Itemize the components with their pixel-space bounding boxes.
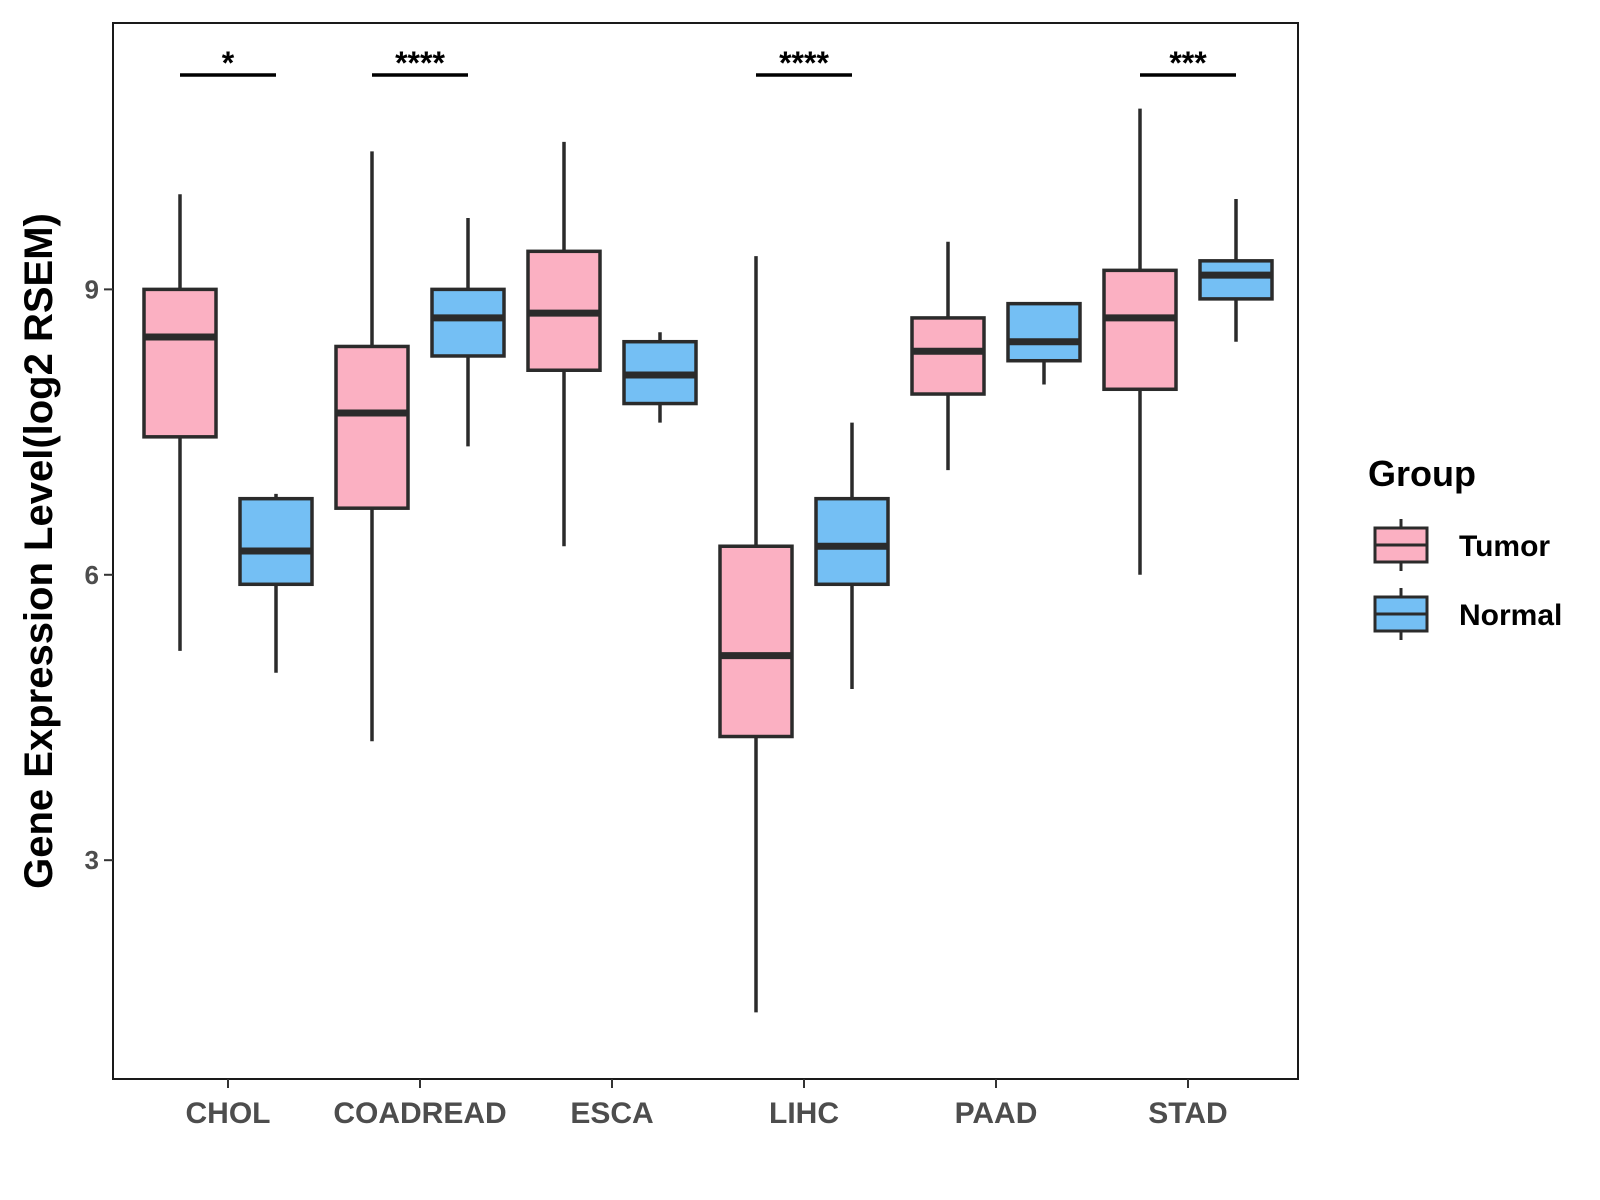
box-stad-tumor bbox=[1102, 108, 1178, 575]
legend-label-normal: Normal bbox=[1459, 599, 1562, 632]
box-lihc-normal bbox=[814, 422, 890, 689]
box-paad-normal bbox=[1006, 301, 1082, 385]
box-coadread-normal bbox=[430, 218, 506, 447]
box-lihc-tumor bbox=[718, 256, 794, 1013]
box-body-coadread-tumor bbox=[334, 344, 410, 510]
x-tick-label-chol: CHOL bbox=[186, 1097, 271, 1130]
x-tick-label-stad: STAD bbox=[1148, 1097, 1227, 1130]
y-tick-label-9: 9 bbox=[85, 274, 99, 304]
y-axis-title: Gene Expression Level(log2 RSEM) bbox=[17, 213, 61, 889]
box-body-coadread-normal bbox=[430, 287, 506, 358]
box-body-stad-tumor bbox=[1102, 268, 1178, 392]
box-body-paad-tumor bbox=[910, 316, 986, 396]
box-paad-tumor bbox=[910, 241, 986, 471]
sig-label-coadread: **** bbox=[395, 45, 445, 81]
significance-layer: * **** **** *** bbox=[180, 45, 1236, 81]
x-tick-label-esca: ESCA bbox=[570, 1097, 653, 1130]
y-axis: 3 6 9 bbox=[85, 274, 113, 875]
box-body-chol-normal bbox=[238, 496, 314, 587]
x-tick-label-lihc: LIHC bbox=[769, 1097, 839, 1130]
box-body-paad-normal bbox=[1006, 301, 1082, 363]
sig-label-lihc: **** bbox=[779, 45, 829, 81]
box-body-chol-tumor bbox=[142, 287, 218, 439]
legend-item-tumor: Tumor bbox=[1373, 519, 1550, 571]
legend-items: Tumor Normal bbox=[1373, 519, 1562, 640]
sig-label-chol: * bbox=[222, 45, 235, 81]
y-tick-label-6: 6 bbox=[85, 560, 99, 590]
legend-title: Group bbox=[1368, 453, 1476, 494]
box-body-lihc-normal bbox=[814, 496, 890, 587]
legend-item-normal: Normal bbox=[1373, 588, 1562, 640]
legend: Group Tumor Normal bbox=[1368, 453, 1562, 640]
x-axis: CHOL COADREAD ESCA LIHC PAAD STAD bbox=[186, 1079, 1228, 1130]
box-esca-normal bbox=[622, 332, 698, 423]
x-tick-label-coadread: COADREAD bbox=[333, 1097, 506, 1130]
box-body-lihc-tumor bbox=[718, 544, 794, 739]
box-coadread-tumor bbox=[334, 151, 410, 742]
boxes-layer bbox=[142, 108, 1274, 1013]
sig-label-stad: *** bbox=[1169, 45, 1207, 81]
box-chol-tumor bbox=[142, 194, 218, 651]
box-chol-normal bbox=[238, 493, 314, 673]
legend-label-tumor: Tumor bbox=[1459, 530, 1550, 563]
x-tick-label-paad: PAAD bbox=[955, 1097, 1038, 1130]
y-tick-label-3: 3 bbox=[85, 845, 99, 875]
box-stad-normal bbox=[1198, 199, 1274, 342]
box-body-stad-normal bbox=[1198, 259, 1274, 301]
box-esca-tumor bbox=[526, 141, 602, 547]
